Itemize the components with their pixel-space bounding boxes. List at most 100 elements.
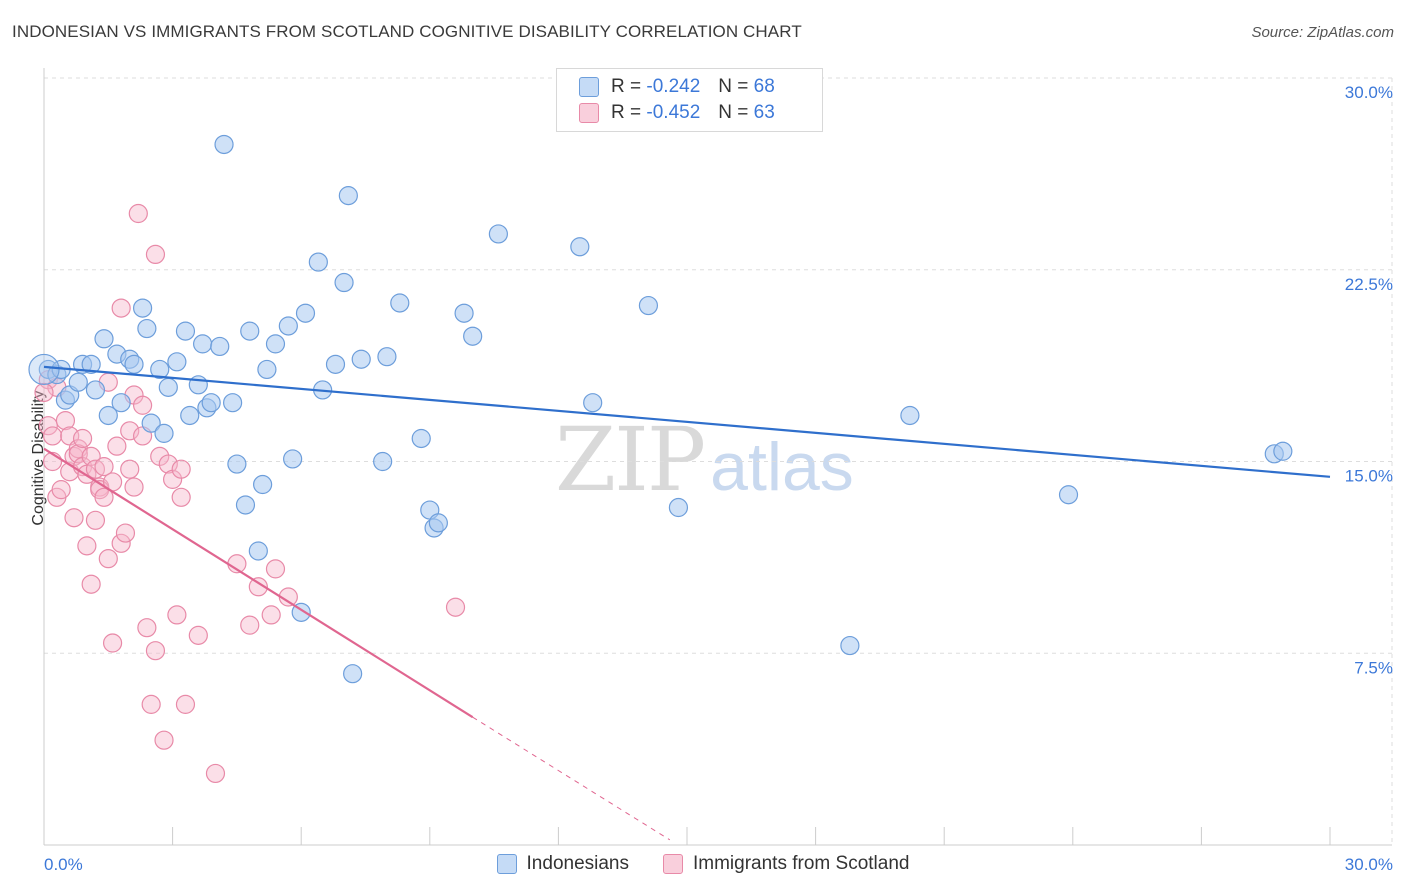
scotland-point	[154, 730, 174, 750]
trend-lines	[43, 365, 1331, 841]
indonesian-point	[325, 354, 346, 374]
indonesian-point	[278, 316, 298, 336]
indonesian-point	[343, 664, 363, 684]
scotland-point	[51, 480, 71, 500]
indonesian-point	[150, 359, 170, 380]
scotland-point	[120, 459, 140, 479]
legend-n-value: 68	[753, 76, 775, 97]
scotland-point	[111, 533, 131, 553]
legend-swatch-indonesians	[579, 77, 599, 97]
indonesian-point	[137, 318, 157, 339]
legend-item-scotland[interactable]: Immigrants from Scotland	[663, 853, 909, 875]
scotland-point	[158, 454, 178, 474]
indonesian-point-large	[28, 353, 60, 386]
legend-row-scotland: R = -0.452 N = 63	[579, 101, 775, 125]
source-label: Source: ZipAtlas.com	[1251, 24, 1394, 41]
indonesian-point	[338, 186, 358, 206]
indonesian-point	[132, 298, 153, 318]
legend-n-label: N =	[718, 102, 749, 123]
indonesian-point	[98, 405, 118, 426]
indonesian-point	[158, 377, 178, 397]
indonesian-point	[68, 372, 88, 392]
indonesian-point	[210, 336, 230, 357]
indonesian-point	[334, 272, 354, 293]
indonesian-point	[265, 334, 286, 354]
indonesian-point	[411, 428, 431, 449]
scotland-point	[124, 477, 144, 497]
scotland-point	[120, 421, 140, 441]
indonesian-point	[454, 303, 474, 323]
indonesian-point	[295, 303, 316, 323]
indonesian-point	[94, 329, 114, 349]
scotland-point	[55, 410, 76, 431]
scotland-point	[81, 446, 101, 466]
indonesian-point	[154, 423, 174, 443]
grid-lines	[44, 77, 1393, 845]
scotland-point	[240, 615, 260, 635]
scotland-point	[107, 436, 127, 456]
indonesian-point	[167, 352, 187, 372]
x-tick-label: 0.0%	[44, 855, 83, 874]
scotland-point	[94, 487, 114, 507]
scotland-point	[171, 487, 191, 507]
y-tick-label: 30.0%	[1345, 83, 1393, 102]
legend-label-scotland: Immigrants from Scotland	[693, 853, 910, 874]
indonesian-point	[428, 513, 448, 533]
indonesian-point	[488, 224, 508, 244]
indonesian-point	[111, 393, 131, 413]
indonesian-point	[1273, 441, 1293, 461]
x-tick-label: 30.0%	[1345, 855, 1393, 874]
indonesian-point	[570, 237, 590, 257]
scotland-point	[111, 298, 131, 318]
indonesian-point	[283, 449, 303, 469]
indonesian-point	[141, 413, 161, 433]
stats-legend: R = -0.242 N = 68 R = -0.452 N = 63	[556, 68, 823, 132]
scotland-point	[102, 633, 123, 653]
scotland-point	[85, 510, 106, 530]
tick-labels: 7.5% 15.0% 22.5% 30.0% 0.0% 30.0%	[44, 83, 1393, 874]
scotland-point	[175, 694, 196, 714]
scotland-point	[34, 382, 54, 403]
y-tick-label: 22.5%	[1345, 275, 1393, 294]
indonesian-point	[840, 635, 860, 656]
scotland-point	[115, 523, 136, 543]
legend-swatch-scotland	[663, 854, 683, 874]
scotland-point	[72, 428, 93, 449]
y-tick-label: 7.5%	[1354, 658, 1393, 677]
scotland-point	[42, 426, 63, 446]
indonesian-point	[257, 359, 277, 380]
indonesian-point	[1058, 485, 1079, 505]
legend-n-value: 63	[753, 102, 775, 123]
indonesian-point	[253, 474, 273, 495]
indonesian-point	[583, 393, 603, 413]
legend-n-label: N =	[718, 76, 749, 97]
indonesian-point	[85, 380, 106, 400]
scotland-point	[445, 597, 466, 617]
scotland-point	[141, 694, 161, 714]
legend-r-value: -0.242	[646, 76, 701, 97]
scotland-point	[261, 605, 281, 625]
indonesian-point	[900, 405, 920, 426]
indonesian-point	[373, 451, 393, 472]
scotland-point	[132, 395, 153, 415]
scotland-point	[205, 763, 226, 784]
indonesian-point	[390, 293, 410, 313]
scotland-trend-line	[43, 447, 474, 719]
scotland-point	[167, 605, 187, 625]
indonesian-point	[240, 321, 260, 341]
scotland-point	[81, 574, 101, 594]
indonesian-point	[351, 349, 371, 369]
legend-r-label: R =	[611, 102, 642, 123]
legend-swatch-scotland	[579, 103, 599, 123]
legend-r-label: R =	[611, 76, 642, 97]
series-legend: Indonesians Immigrants from Scotland	[0, 852, 1406, 876]
scotland-point	[128, 203, 148, 224]
scotland-point	[98, 549, 118, 569]
scotland-point	[265, 559, 286, 579]
legend-item-indonesians[interactable]: Indonesians	[496, 853, 629, 875]
chart-title: INDONESIAN VS IMMIGRANTS FROM SCOTLAND C…	[12, 22, 802, 41]
indonesian-point	[214, 134, 234, 155]
legend-r-value: -0.452	[646, 102, 701, 123]
indonesian-point	[201, 393, 221, 413]
